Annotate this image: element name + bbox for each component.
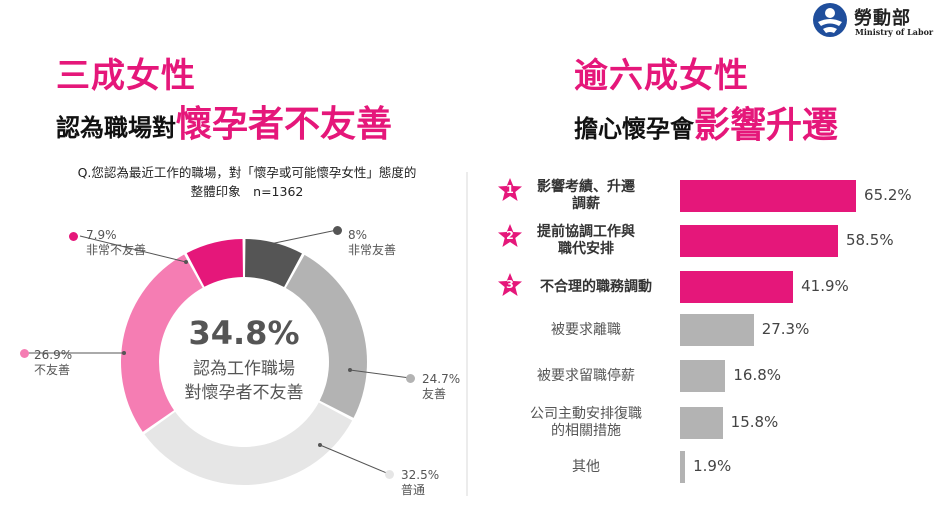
bar	[680, 225, 838, 257]
left-title-emphasis: 懷孕者不友善	[176, 104, 393, 145]
legend-dot-unfriendly	[20, 349, 29, 358]
leader-end-friendly	[348, 368, 352, 372]
bar-label-line: 的相關措施	[551, 423, 621, 439]
bar-value-label: 41.9%	[801, 277, 849, 295]
leader-end-very-unfriendly	[184, 260, 188, 264]
pie-label-very-unfriendly: 7.9% 非常不友善	[86, 228, 146, 258]
bar-label-line: 提前協調工作與	[537, 224, 635, 240]
leader-line-friendly	[349, 369, 411, 379]
pie-label-friendly: 24.7% 友善	[422, 372, 460, 402]
pie-name-friendly: 友善	[422, 387, 447, 401]
left-title-line1: 三成女性	[56, 56, 196, 96]
bar-label-line: 影響考績、升遷	[537, 179, 635, 195]
rank-number: 2	[506, 229, 514, 242]
bar-label: 提前協調工作與 職代安排	[500, 224, 672, 258]
pie-value-friendly: 24.7%	[422, 372, 461, 386]
pie-value-very-friendly: 8%	[348, 228, 368, 242]
pie-value-unfriendly: 26.9%	[34, 348, 73, 362]
pie-name-neutral: 普通	[401, 483, 426, 497]
pie-name-unfriendly: 不友善	[34, 363, 71, 377]
leader-end-unfriendly	[122, 351, 126, 355]
donut-slice-friendly	[285, 254, 367, 418]
legend-dot-very-unfriendly	[69, 232, 78, 241]
bar-value-label: 15.8%	[730, 413, 779, 431]
donut-slice-neutral	[144, 402, 353, 485]
question-line1: Q.您認為最近工作的職場，對「懷孕或可能懷孕女性」態度的	[77, 165, 417, 180]
legend-dot-neutral	[385, 470, 394, 479]
legend-dot-very-friendly	[333, 226, 342, 235]
rank-star-icon: 1	[497, 177, 523, 203]
bar-label-line: 調薪	[572, 196, 600, 212]
survey-question: Q.您認為最近工作的職場，對「懷孕或可能懷孕女性」態度的 整體印象 n=1362	[52, 163, 442, 201]
right-title-line1: 逾六成女性	[574, 56, 749, 96]
bar-label-line: 不合理的職務調動	[540, 278, 652, 295]
leader-end-very-friendly	[268, 242, 272, 246]
right-title-prefix: 擔心懷孕會	[574, 115, 694, 143]
rank-star-icon: 3	[497, 272, 523, 298]
left-title-line2: 認為職場對懷孕者不友善	[56, 95, 392, 147]
logo-name-en: Ministry of Labor	[855, 27, 934, 37]
bar-value-label: 16.8%	[733, 366, 782, 384]
bar	[680, 407, 723, 439]
bar-value-label: 27.3%	[761, 320, 810, 338]
right-title-line2: 擔心懷孕會影響升遷	[574, 96, 838, 148]
leader-line-very-unfriendly	[79, 235, 187, 263]
bar-value-label: 1.9%	[693, 457, 732, 475]
pie-name-very-unfriendly: 非常不友善	[86, 243, 147, 257]
rank-number: 1	[506, 183, 514, 196]
bar-value-label: 58.5%	[845, 231, 894, 249]
bar	[680, 180, 857, 212]
rank-star-icon: 2	[497, 223, 523, 249]
pie-value-very-unfriendly: 7.9%	[86, 228, 117, 242]
bar-label: 被要求留職停薪	[500, 368, 672, 385]
bar-label-line: 被要求留職停薪	[537, 367, 635, 384]
bar	[680, 271, 794, 303]
bar-label: 被要求離職	[500, 322, 672, 339]
pie-label-very-friendly: 8% 非常友善	[348, 228, 396, 258]
bar-label-line: 職代安排	[558, 241, 614, 257]
bar-label-line: 公司主動安排復職	[530, 406, 642, 422]
bar-label: 不合理的職務調動	[510, 279, 682, 296]
pie-value-neutral: 32.5%	[401, 468, 440, 482]
donut-slice-very-friendly	[245, 239, 302, 288]
logo-name-zh: 勞動部	[854, 8, 911, 29]
bar	[680, 451, 686, 483]
bar-value-label: 65.2%	[864, 186, 912, 204]
center-text-line2: 對懷孕者不友善	[184, 383, 304, 403]
donut-slice-unfriendly	[120, 254, 203, 432]
bar-label: 公司主動安排復職 的相關措施	[500, 406, 672, 440]
ministry-emblem-icon	[813, 3, 847, 37]
bar-label-line: 被要求離職	[551, 321, 621, 338]
ministry-logo: 勞動部 Ministry of Labor	[812, 2, 938, 40]
pie-label-neutral: 32.5% 普通	[401, 468, 439, 498]
rank-number: 3	[506, 278, 514, 291]
leader-end-neutral	[318, 443, 322, 447]
panel-divider	[466, 172, 468, 496]
pie-name-very-friendly: 非常友善	[348, 243, 397, 257]
center-percentage: 34.8%	[188, 314, 300, 352]
bar-label: 影響考績、升遷 調薪	[500, 179, 672, 213]
pie-label-unfriendly: 26.9% 不友善	[34, 348, 72, 378]
leader-line-very-friendly	[269, 229, 338, 245]
donut-slice-very-unfriendly	[186, 239, 243, 287]
bar	[680, 360, 726, 392]
bar	[680, 314, 754, 346]
legend-dot-friendly	[406, 374, 415, 383]
bar-label: 其他	[500, 459, 672, 476]
left-title-prefix: 認為職場對	[56, 114, 176, 142]
leader-line-neutral	[319, 444, 390, 475]
question-line2: 整體印象 n=1362	[190, 184, 304, 199]
right-title-emphasis: 影響升遷	[694, 105, 839, 146]
bar-label-line: 其他	[572, 458, 600, 475]
center-text-line1: 認為工作職場	[193, 359, 295, 379]
